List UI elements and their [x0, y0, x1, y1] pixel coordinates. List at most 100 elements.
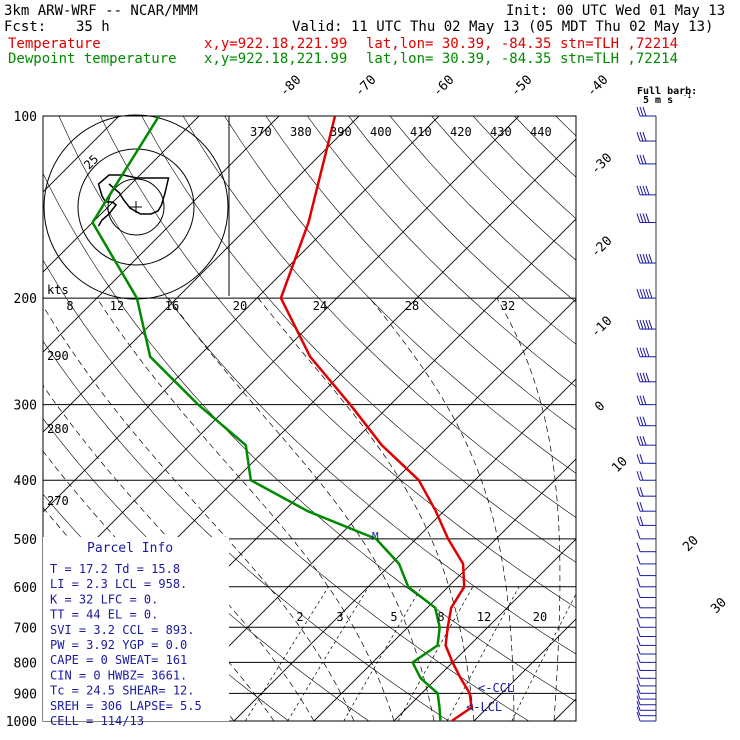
parcel-info-row: TT = 44 EL = 0. — [50, 608, 158, 622]
wind-barb-flag — [642, 416, 647, 426]
theta-label: 280 — [47, 422, 69, 436]
wind-barb-flag — [636, 502, 641, 512]
wind-barb-flag — [642, 395, 647, 405]
wind-barb-flag — [636, 347, 641, 357]
wind-barb-flag — [639, 347, 644, 357]
wind-barb — [636, 554, 656, 565]
pressure-tick-label: 200 — [14, 292, 37, 307]
dry-adiabat — [721, 116, 740, 721]
m-marker: M — [372, 530, 379, 543]
wind-barb-flag — [642, 372, 647, 382]
isotherm-line — [43, 116, 200, 273]
wind-barb — [636, 684, 656, 694]
wind-barb-flag — [639, 372, 644, 382]
wind-barb-flag — [642, 154, 647, 165]
hodograph-ring — [77, 148, 195, 266]
hodograph-ring-label: 12 — [110, 299, 124, 313]
wind-barb-flag — [645, 319, 650, 330]
wind-barb-flag — [636, 711, 641, 722]
temperature-station: stn=TLH ,72214 — [560, 36, 679, 52]
wind-barb-flag — [636, 695, 641, 705]
wind-barb-flag — [636, 577, 641, 587]
isotherm-label: 30 — [708, 595, 730, 617]
wind-barb — [636, 516, 656, 526]
wind-barb-flag — [645, 253, 650, 264]
dry-adiabat — [100, 116, 576, 609]
wind-barb — [636, 588, 656, 599]
wind-barb — [636, 319, 656, 330]
wind-barb-flag — [648, 319, 653, 330]
moist-adiabat — [257, 297, 475, 721]
pressure-tick-label: 500 — [14, 533, 37, 548]
mixing-ratio-label: 3 — [336, 610, 343, 624]
wind-barb-flag — [636, 661, 641, 671]
mixing-ratio-line — [511, 593, 576, 721]
wind-barb-flag — [636, 372, 641, 382]
wind-barb-flag — [645, 185, 650, 196]
parcel-info-row: Tc = 24.5 SHEAR= 12. — [50, 684, 195, 698]
dry-adiabat — [265, 116, 576, 431]
wind-barb-flag — [636, 288, 641, 299]
isotherm-line — [233, 378, 576, 721]
parcel-info-row: SREH = 306 LAPSE= 5.5 — [50, 699, 202, 713]
wind-barb-flag — [642, 213, 647, 223]
isotherm-label: -70 — [352, 73, 379, 100]
isotherm-label: 20 — [680, 533, 702, 555]
temperature-legend: Temperature — [8, 36, 101, 52]
wind-barb — [636, 213, 656, 224]
dry-adiabat — [555, 116, 576, 137]
temperature-latlon: lat,lon= 30.39, -84.35 — [366, 36, 552, 52]
hodograph-kts-label: kts — [47, 283, 69, 297]
hodograph-ring-label: 20 — [233, 299, 247, 313]
hodograph-trace — [97, 174, 170, 227]
wind-barb-flag — [636, 436, 641, 446]
lcl-marker: <-LCL — [466, 700, 502, 714]
parcel-info-panel: Parcel Info T = 17.2 Td = 15.8LI = 2.3 L… — [43, 537, 229, 728]
theta-label: 290 — [47, 349, 69, 363]
wind-barb-flag — [636, 644, 641, 655]
isotherm-line — [153, 298, 576, 721]
wind-barb-flag — [639, 436, 644, 446]
wind-barb-flag — [639, 253, 644, 264]
valid-time: Valid: 11 UTC Thu 02 May 13 (05 MDT Thu … — [292, 19, 714, 35]
init-time: Init: 00 UTC Wed 01 May 13 — [506, 3, 726, 19]
moist-adiabat — [369, 297, 515, 721]
wind-barb — [636, 695, 656, 706]
wind-barb-flag — [642, 319, 647, 330]
wind-barb-flag — [636, 627, 641, 637]
wind-barb-flag — [639, 416, 644, 426]
wind-barb-flag — [642, 347, 647, 357]
parcel-info-row: CAPE = 0 SWEAT= 161 — [50, 653, 187, 667]
wind-barb-flag — [636, 598, 641, 608]
wind-barb-flag — [639, 395, 644, 405]
dry-adiabat — [43, 340, 449, 721]
dry-adiabat — [639, 116, 740, 721]
isotherm-label: 10 — [609, 454, 631, 476]
wind-barb-flag — [648, 288, 653, 299]
pressure-tick-label: 100 — [14, 110, 37, 125]
wind-barb-flag — [636, 416, 641, 426]
forecast-label: Fcst: — [4, 19, 47, 35]
dry-adiabat — [224, 116, 576, 474]
isotherm-label: -80 — [277, 73, 304, 100]
temperature-xy: x,y=922.18,221.99 — [204, 36, 348, 52]
dry-adiabat — [680, 116, 740, 721]
barb-legend: Full barb: 5 m s -1 — [637, 86, 697, 106]
wind-barb-flag — [636, 529, 641, 540]
theta-label: 400 — [370, 125, 392, 139]
wind-barb-flag — [636, 213, 641, 223]
hodograph-ring-label: 28 — [405, 299, 419, 313]
mixing-ratio-label: 5 — [390, 610, 397, 624]
wind-barb-flag — [636, 706, 641, 716]
isotherm-line — [634, 116, 740, 721]
wind-barb-flag — [636, 131, 641, 142]
theta-label: 420 — [450, 125, 472, 139]
wind-barb — [636, 636, 656, 646]
dewpoint-latlon: lat,lon= 30.39, -84.35 — [366, 51, 552, 67]
barb-legend-unit: -1 — [683, 92, 691, 100]
wind-barb-flag — [645, 213, 650, 223]
wind-barb-flag — [642, 288, 647, 299]
wind-barb — [636, 106, 656, 117]
